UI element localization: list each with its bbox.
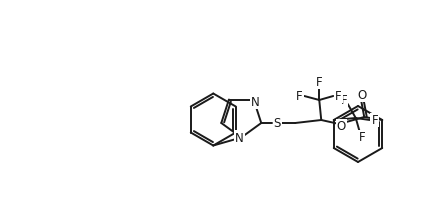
Text: F: F <box>296 90 303 103</box>
Text: F: F <box>358 131 365 144</box>
Text: F: F <box>341 94 347 107</box>
Text: N: N <box>251 96 260 108</box>
Text: O: O <box>358 89 367 102</box>
Text: S: S <box>274 117 281 130</box>
Text: F: F <box>335 90 342 103</box>
Text: F: F <box>316 76 323 89</box>
Text: N: N <box>235 131 244 144</box>
Text: F: F <box>371 114 378 127</box>
Text: O: O <box>337 120 346 133</box>
